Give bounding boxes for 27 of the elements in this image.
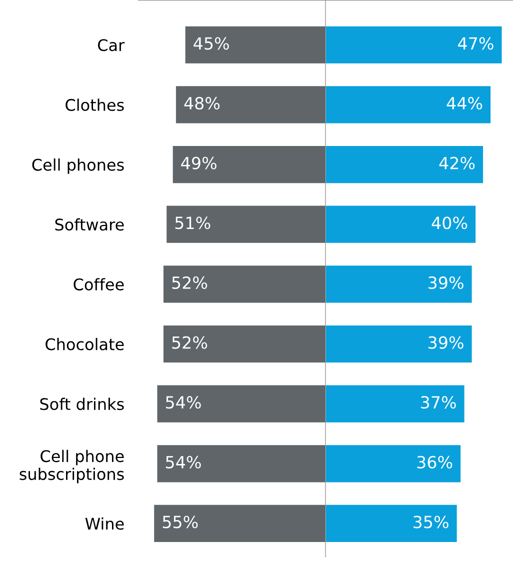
- data-label: 55%: [162, 516, 198, 528]
- data-label: 36%: [417, 456, 452, 468]
- y-tick-label: Cell phone subscriptions: [20, 450, 124, 484]
- y-tick-label: Soft drinks: [40, 398, 124, 410]
- y-tick-label: Clothes: [66, 98, 124, 111]
- data-label: 54%: [166, 396, 201, 409]
- y-tick-label: Software: [55, 218, 124, 231]
- data-label: 37%: [421, 396, 456, 409]
- data-label: 42%: [439, 156, 475, 170]
- data-label: 40%: [432, 216, 468, 230]
- data-label: 44%: [446, 96, 482, 110]
- data-label: 51%: [175, 216, 210, 230]
- data-label: 47%: [458, 37, 494, 50]
- data-label: 52%: [172, 336, 208, 349]
- data-label: 49%: [181, 156, 216, 170]
- y-tick-label: Chocolate: [46, 338, 124, 350]
- y-tick-label: Cell phones: [32, 158, 124, 174]
- data-label: 39%: [428, 276, 464, 290]
- data-label: 39%: [428, 336, 464, 349]
- data-label: 48%: [184, 96, 220, 110]
- data-label: 35%: [414, 516, 448, 528]
- y-tick-label: Car: [98, 39, 125, 52]
- data-label: 45%: [194, 37, 229, 50]
- data-label: 54%: [166, 456, 201, 468]
- data-label: 52%: [172, 276, 208, 290]
- y-tick-label: Coffee: [74, 278, 124, 290]
- y-tick-label: Wine: [85, 517, 124, 530]
